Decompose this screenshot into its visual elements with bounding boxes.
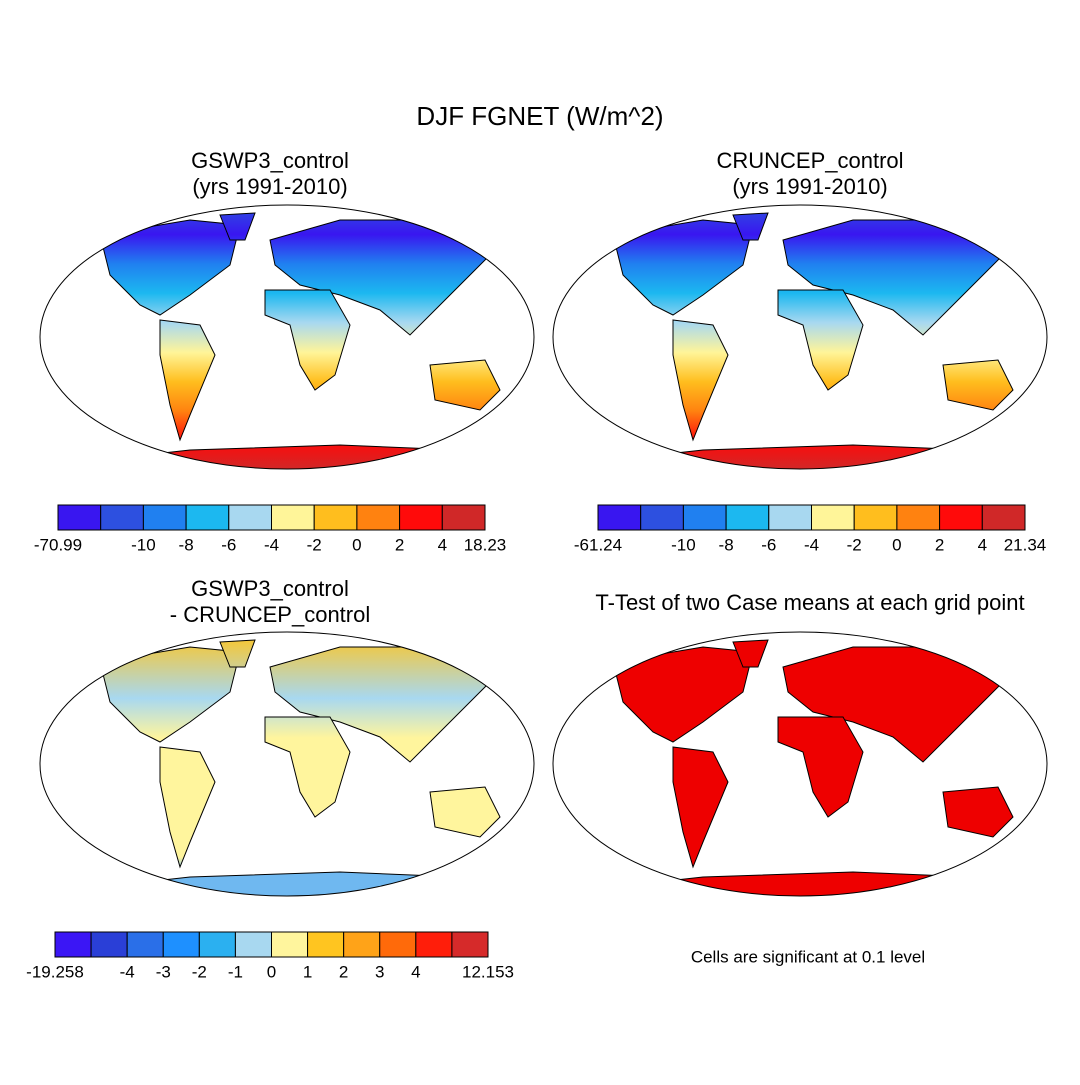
colorbar-label: 2: [339, 962, 348, 981]
colorbar-box: [682, 504, 727, 531]
colorbar-box: [198, 931, 236, 958]
colorbar-box: [441, 504, 486, 531]
panel-title: T-Test of two Case means at each grid po…: [595, 590, 1024, 615]
colorbar-box: [939, 504, 983, 531]
map: [552, 204, 1048, 475]
colorbar-box: [162, 931, 200, 958]
figure-title: DJF FGNET (W/m^2): [416, 101, 663, 131]
colorbar-box: [399, 504, 443, 531]
colorbar-label: 4: [438, 535, 447, 554]
colorbar-label: -8: [719, 535, 734, 554]
colorbar-label: 2: [395, 535, 404, 554]
colorbar-label: -8: [179, 535, 194, 554]
colorbar-box: [811, 504, 855, 531]
colorbar-label: -2: [307, 535, 322, 554]
colorbar-box: [725, 504, 770, 531]
map: [39, 204, 535, 475]
colorbar-box: [126, 931, 164, 958]
colorbar-box: [57, 504, 102, 531]
colorbar-label: -6: [221, 535, 236, 554]
colorbar-box: [896, 504, 941, 531]
colorbar-label: 18.23: [464, 535, 507, 554]
panel-title: - CRUNCEP_control: [170, 602, 371, 627]
colorbar-box: [54, 931, 92, 958]
colorbar-box: [640, 504, 684, 531]
panel-title: (yrs 1991-2010): [192, 174, 347, 199]
colorbar-box: [981, 504, 1026, 531]
colorbar-label: -4: [804, 535, 819, 554]
colorbar-label: 4: [411, 962, 420, 981]
colorbar-label: -3: [156, 962, 171, 981]
colorbar-box: [853, 504, 898, 531]
colorbar-box: [451, 931, 489, 958]
colorbar-label: -1: [228, 962, 243, 981]
colorbar-label: 21.34: [1004, 535, 1047, 554]
colorbar-box: [768, 504, 812, 531]
colorbar-label: -4: [264, 535, 279, 554]
colorbar-label: -10: [131, 535, 156, 554]
panel-title: GSWP3_control: [191, 148, 349, 173]
colorbar-label: -70.99: [34, 535, 82, 554]
colorbar-box: [234, 931, 273, 958]
colorbar-box: [100, 504, 144, 531]
colorbar-box: [271, 931, 309, 958]
colorbar-label: 1: [303, 962, 312, 981]
map: [39, 631, 535, 902]
colorbar-label: 0: [352, 535, 361, 554]
colorbar-box: [185, 504, 230, 531]
colorbar-box: [313, 504, 358, 531]
colorbar-label: -61.24: [574, 535, 622, 554]
colorbar-label: 4: [978, 535, 987, 554]
colorbar-label: -2: [847, 535, 862, 554]
colorbar-label: 2: [935, 535, 944, 554]
colorbar-label: -10: [671, 535, 696, 554]
note: Cells are significant at 0.1 level: [691, 947, 925, 966]
colorbar-box: [356, 504, 401, 531]
colorbar-label: -6: [761, 535, 776, 554]
colorbar-label: 12.153: [462, 962, 514, 981]
colorbar-box: [343, 931, 381, 958]
colorbar-box: [597, 504, 642, 531]
panel-title: CRUNCEP_control: [716, 148, 903, 173]
colorbar-label: 0: [267, 962, 276, 981]
colorbar-box: [90, 931, 128, 958]
colorbar-box: [271, 504, 315, 531]
colorbar-box: [228, 504, 273, 531]
panel-title: (yrs 1991-2010): [732, 174, 887, 199]
colorbar-label: 0: [892, 535, 901, 554]
colorbar-box: [415, 931, 453, 958]
colorbar-label: 3: [375, 962, 384, 981]
colorbar-label: -19.258: [26, 962, 84, 981]
colorbar-box: [307, 931, 345, 958]
colorbar-label: -2: [192, 962, 207, 981]
colorbar-label: -4: [120, 962, 135, 981]
map: [552, 631, 1048, 902]
colorbar-box: [379, 931, 417, 958]
panel-title: GSWP3_control: [191, 576, 349, 601]
colorbar-box: [142, 504, 187, 531]
